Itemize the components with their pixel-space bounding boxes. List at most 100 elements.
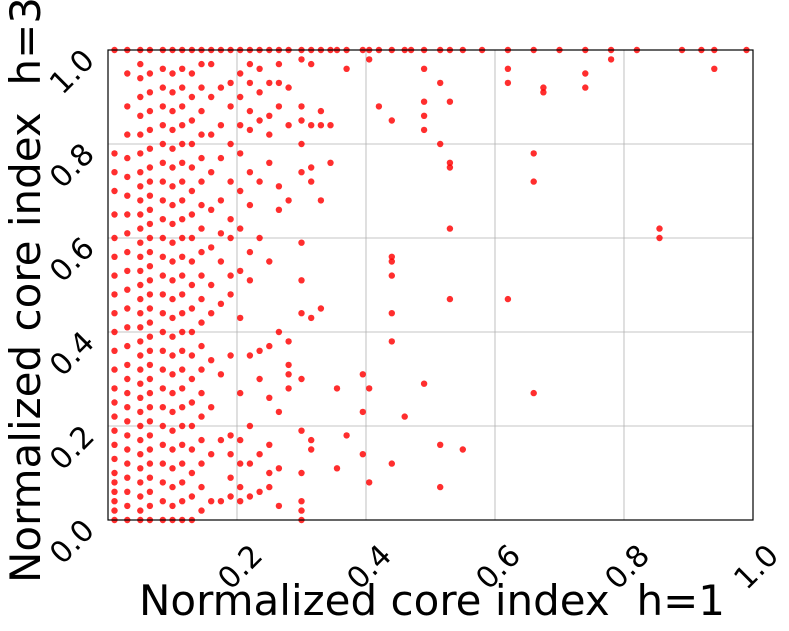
data-point xyxy=(124,432,131,439)
data-point xyxy=(111,366,118,373)
data-point xyxy=(169,201,176,209)
data-point xyxy=(146,192,154,199)
data-point xyxy=(111,455,118,463)
data-point xyxy=(169,371,176,378)
data-point xyxy=(188,399,196,406)
data-point xyxy=(437,441,444,448)
data-point xyxy=(169,446,176,453)
data-point xyxy=(146,164,154,171)
data-point xyxy=(198,154,205,162)
data-point xyxy=(540,89,547,96)
data-point xyxy=(111,253,118,260)
data-point xyxy=(159,441,166,448)
data-point xyxy=(146,145,154,152)
data-point xyxy=(388,272,395,279)
data-point xyxy=(227,103,234,110)
data-point xyxy=(179,178,186,185)
data-point xyxy=(159,84,166,91)
data-point xyxy=(208,404,215,411)
data-point xyxy=(169,258,176,265)
data-point xyxy=(137,150,144,157)
data-point xyxy=(656,234,663,242)
data-point xyxy=(137,493,144,500)
data-point xyxy=(111,479,118,486)
data-point xyxy=(146,248,154,256)
y-tick-label: 0.8 xyxy=(43,137,101,195)
data-point xyxy=(146,89,154,96)
data-point xyxy=(169,145,176,152)
data-point xyxy=(208,498,215,505)
data-point xyxy=(124,267,131,275)
data-point xyxy=(275,60,283,68)
data-point xyxy=(217,230,225,237)
data-point xyxy=(159,347,166,354)
data-point xyxy=(446,98,454,105)
data-point xyxy=(217,84,225,91)
data-point xyxy=(285,122,292,129)
data-point xyxy=(198,389,205,397)
data-point xyxy=(146,107,154,115)
data-point xyxy=(198,413,205,420)
data-point xyxy=(308,314,315,322)
data-point xyxy=(179,159,186,166)
data-point xyxy=(256,234,263,242)
data-point xyxy=(159,122,166,129)
data-point xyxy=(146,361,154,369)
data-point xyxy=(179,422,186,430)
data-point xyxy=(275,328,283,336)
data-point xyxy=(111,211,118,218)
data-point xyxy=(217,154,225,162)
data-point xyxy=(124,230,131,237)
data-point xyxy=(246,201,254,209)
data-point xyxy=(179,234,186,242)
data-point xyxy=(198,319,205,326)
data-point xyxy=(227,79,234,87)
data-point xyxy=(359,371,366,378)
data-point xyxy=(285,338,292,345)
data-point xyxy=(137,93,144,101)
data-point xyxy=(146,277,154,284)
data-point xyxy=(124,324,131,331)
data-point xyxy=(159,216,166,223)
data-point xyxy=(420,112,428,120)
data-point xyxy=(308,122,315,129)
data-point xyxy=(198,460,205,467)
data-point xyxy=(298,117,305,124)
data-point xyxy=(711,65,718,73)
data-point xyxy=(188,281,196,289)
data-point xyxy=(146,460,154,467)
data-point xyxy=(169,126,176,134)
data-point xyxy=(169,89,176,96)
data-point xyxy=(366,56,373,63)
data-point xyxy=(179,291,186,298)
data-point xyxy=(317,122,325,129)
data-point xyxy=(179,498,186,505)
data-point xyxy=(188,328,196,336)
data-point xyxy=(146,418,154,425)
data-point xyxy=(188,211,196,218)
data-point xyxy=(159,460,166,467)
data-point xyxy=(179,347,186,354)
y-tick-labels: 0.0 0.2 0.4 0.6 0.8 1.0 xyxy=(43,43,101,571)
data-point xyxy=(227,451,234,458)
data-point xyxy=(137,131,144,138)
data-point xyxy=(179,441,186,448)
data-point xyxy=(146,220,154,228)
data-point xyxy=(198,60,205,68)
data-point xyxy=(111,488,118,495)
data-point xyxy=(275,183,283,190)
data-point xyxy=(198,483,205,491)
data-point xyxy=(169,277,176,284)
data-point xyxy=(198,436,205,444)
data-point xyxy=(124,131,131,138)
data-point xyxy=(137,408,144,416)
data-point xyxy=(298,103,305,110)
data-point xyxy=(137,394,144,401)
data-point xyxy=(217,258,225,265)
data-point xyxy=(159,272,166,279)
data-point xyxy=(137,225,144,232)
data-point xyxy=(198,248,205,256)
data-point xyxy=(137,380,144,387)
data-point xyxy=(359,408,366,416)
data-point xyxy=(285,84,292,91)
